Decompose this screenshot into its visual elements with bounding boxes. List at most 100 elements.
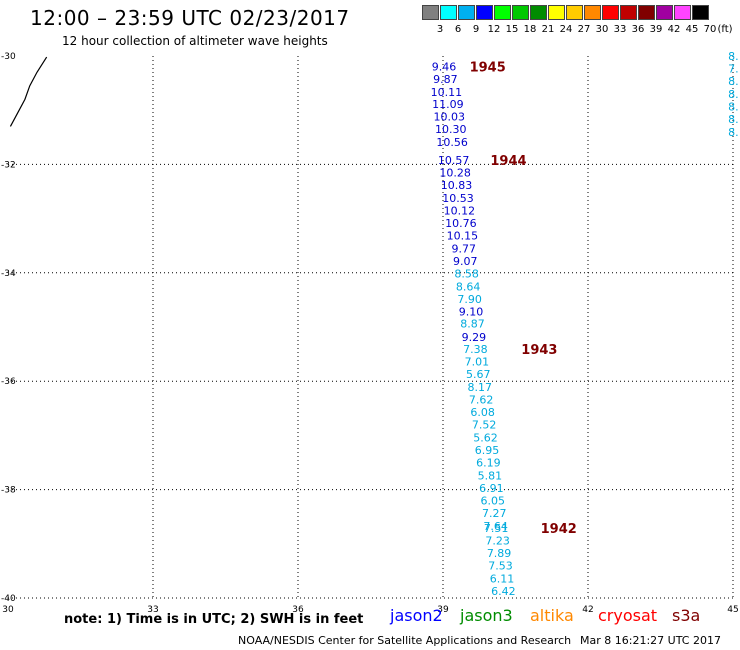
- coastline: [9, 56, 48, 127]
- x-tick-label: 42: [582, 605, 593, 615]
- edge-track-point: 8.: [728, 75, 739, 88]
- wave-height-point: 8.58: [454, 267, 479, 280]
- legend-swatch: [602, 5, 619, 20]
- wave-height-point: 7.52: [472, 419, 497, 432]
- legend-label: 21: [541, 24, 555, 35]
- wave-height-point: 10.15: [447, 229, 479, 242]
- legend-label: 3: [436, 24, 444, 35]
- wave-height-point: 6.08: [470, 406, 495, 419]
- y-tick-label: -40: [1, 594, 16, 604]
- legend-swatch: [620, 5, 637, 20]
- x-tick-label: 39: [437, 605, 449, 615]
- pass-time-label: 1945: [470, 60, 506, 75]
- wave-height-point: 10.11: [431, 86, 463, 99]
- wave-height-point: 10.56: [436, 136, 468, 149]
- wave-height-point: 6.95: [475, 444, 500, 457]
- legend-label: 27: [577, 24, 591, 35]
- legend-label: 15: [505, 24, 519, 35]
- wave-height-point: 10.83: [441, 179, 473, 192]
- legend-swatch: [674, 5, 691, 20]
- wave-height-point: 9.87: [433, 73, 458, 86]
- x-tick-label: 45: [727, 605, 738, 615]
- legend-swatch: [422, 5, 439, 20]
- legend-swatch: [476, 5, 493, 20]
- legend-label: 36: [631, 24, 645, 35]
- legend-swatch: [458, 5, 475, 20]
- legend-label: 18: [523, 24, 537, 35]
- edge-track-point: 8.: [728, 100, 739, 113]
- wave-height-point: 6.11: [490, 572, 515, 585]
- wave-height-point: 10.12: [444, 204, 476, 217]
- legend-swatch: [512, 5, 529, 20]
- legend-swatch: [548, 5, 565, 20]
- wave-height-point: 6.19: [476, 457, 501, 470]
- legend-swatch: [656, 5, 673, 20]
- pass-time-label: 1942: [541, 522, 577, 537]
- y-tick-label: -36: [1, 377, 16, 387]
- chart-title: 12:00 – 23:59 UTC 02/23/2017: [30, 6, 350, 30]
- wave-height-point: 7.90: [457, 293, 482, 306]
- legend-label: 30: [595, 24, 609, 35]
- generation-timestamp: Mar 8 16:21:27 UTC 2017: [580, 634, 721, 647]
- satellite-cryosat: cryosat: [598, 606, 658, 625]
- edge-track-point: 8.: [728, 50, 739, 63]
- wave-height-point: 7.27: [482, 507, 507, 520]
- wave-height-point: 7.53: [488, 559, 513, 572]
- wave-height-point: 11.09: [432, 98, 464, 111]
- wave-height-point: 10.57: [438, 154, 470, 167]
- wave-height-point: 7.64: [483, 520, 508, 533]
- legend-label: 24: [559, 24, 573, 35]
- legend-swatch: [692, 5, 709, 20]
- legend-swatch: [638, 5, 655, 20]
- wave-height-point: 9.46: [432, 60, 457, 73]
- wave-height-point: 5.81: [478, 470, 503, 483]
- wave-height-point: 7.01: [465, 356, 490, 369]
- legend-label: 42: [667, 24, 681, 35]
- wave-height-point: 6.05: [481, 494, 506, 507]
- legend-unit: (ft): [717, 24, 733, 35]
- wave-height-point: 9.07: [453, 255, 478, 268]
- legend-swatch: [440, 5, 457, 20]
- satellite-s3a: s3a: [672, 606, 701, 625]
- edge-track-point: 8.: [728, 88, 739, 101]
- wave-height-point: 8.87: [460, 318, 485, 331]
- wave-height-point: 7.51: [484, 522, 509, 535]
- satellite-jason3: jason3: [460, 606, 513, 625]
- legend-label: 33: [613, 24, 627, 35]
- satellite-altika: altika: [530, 606, 574, 625]
- wave-height-point: 9.29: [462, 331, 487, 344]
- wave-height-point: 8.17: [467, 381, 492, 394]
- wave-height-point: 7.38: [463, 343, 488, 356]
- edge-track-point: 8.: [728, 126, 739, 139]
- wave-height-point: 6.42: [491, 585, 516, 598]
- x-tick-label: 33: [147, 605, 158, 615]
- wave-height-point: 10.76: [445, 217, 477, 230]
- wave-height-point: 7.89: [487, 547, 512, 560]
- wave-height-point: 6.91: [479, 482, 504, 495]
- satellite-jason2: jason2: [390, 606, 443, 625]
- wave-height-point: 9.10: [459, 305, 484, 318]
- legend-swatch: [530, 5, 547, 20]
- legend-label: 70: [703, 24, 717, 35]
- x-tick-label: 36: [292, 605, 304, 615]
- wave-height-point: 7.62: [469, 394, 494, 407]
- wave-height-point: 10.30: [435, 123, 467, 136]
- y-tick-label: -34: [1, 269, 16, 279]
- wave-height-point: 10.28: [439, 167, 471, 180]
- chart-subtitle: 12 hour collection of altimeter wave hei…: [62, 34, 328, 48]
- wave-height-point: 10.53: [442, 192, 474, 205]
- wave-height-point: 9.77: [452, 242, 477, 255]
- credit-line: NOAA/NESDIS Center for Satellite Applica…: [238, 634, 572, 647]
- footer-note: note: 1) Time is in UTC; 2) SWH is in fe…: [64, 612, 364, 627]
- legend-label: 45: [685, 24, 699, 35]
- edge-track-point: 7.: [728, 62, 739, 75]
- pass-time-label: 1944: [490, 154, 526, 169]
- legend-swatch: [566, 5, 583, 20]
- wave-height-point: 5.67: [466, 368, 491, 381]
- legend-label: 6: [454, 24, 462, 35]
- y-tick-label: -32: [1, 160, 16, 170]
- legend-label: 12: [487, 24, 501, 35]
- wave-height-point: 7.23: [485, 535, 510, 548]
- legend-swatch: [494, 5, 511, 20]
